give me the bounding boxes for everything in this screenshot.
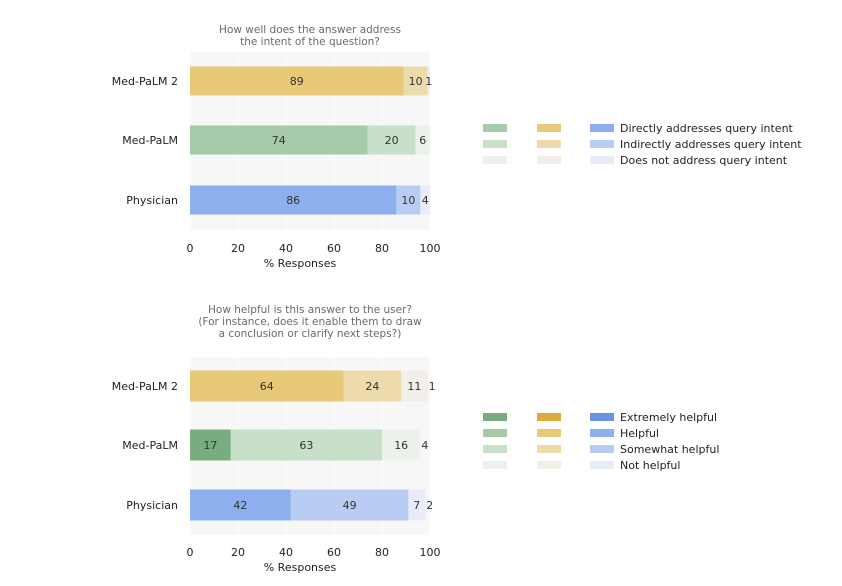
- chart-title-line: How helpful is this answer to the user?: [208, 304, 412, 316]
- legend-label-indirectly-addresses-query-intent: Indirectly addresses query intent: [620, 138, 802, 151]
- legend-swatch-directly-addresses-query-intent-1: [537, 124, 561, 132]
- legend-swatch-helpful-2: [590, 429, 614, 437]
- bar-med-palm-not-helpful: [382, 429, 421, 461]
- bar-physician-indirectly-addresses-query-intent: [396, 185, 421, 215]
- legend-swatch-indirectly-addresses-query-intent-0: [483, 140, 507, 148]
- x-tick-60: 60: [327, 242, 341, 255]
- bar-med-palm-indirectly-addresses-query-intent: [367, 125, 416, 155]
- legend-swatch-somewhat-helpful-1: [537, 445, 561, 453]
- data-label-med-palm-2-indirectly-addresses-query-intent: 10: [409, 75, 423, 88]
- x-tick-0: 0: [187, 242, 194, 255]
- data-label-med-palm-extra: 4: [421, 439, 428, 452]
- bar-med-palm-2-directly-addresses-query-intent: [190, 66, 404, 96]
- legend-label-not-helpful: Not helpful: [620, 459, 680, 472]
- data-label-med-palm-does-not-address-query-intent: 6: [419, 134, 426, 147]
- bar-physician-directly-addresses-query-intent: [190, 185, 397, 215]
- data-label-physician-indirectly-addresses-query-intent: 10: [401, 194, 415, 207]
- x-tick-20: 20: [231, 546, 245, 559]
- data-label-med-palm-2-somewhat-helpful: 24: [365, 380, 379, 393]
- legend-label-extremely-helpful: Extremely helpful: [620, 411, 717, 424]
- chart-title-line: the intent of the question?: [240, 36, 380, 48]
- legend-swatch-helpful-0: [483, 429, 507, 437]
- legend-2: Extremely helpful Helpful Somewhat helpful…: [483, 411, 719, 472]
- category-label-med-palm: Med-PaLM: [122, 134, 178, 147]
- legend-swatch-directly-addresses-query-intent-2: [590, 124, 614, 132]
- legend-swatch-somewhat-helpful-0: [483, 445, 507, 453]
- data-label-physician-does-not-address-query-intent: 4: [422, 194, 429, 207]
- legend-swatch-directly-addresses-query-intent-0: [483, 124, 507, 132]
- chart-panel-1: How well does the answer address the inte…: [112, 24, 802, 270]
- legend-1: Directly addresses query intent Indirectl…: [483, 122, 802, 167]
- data-label-med-palm-indirectly-addresses-query-intent: 20: [385, 134, 399, 147]
- data-label-med-palm-directly-addresses-query-intent: 74: [272, 134, 286, 147]
- data-label-med-palm-somewhat-helpful: 63: [299, 439, 313, 452]
- data-label-med-palm-2-does-not-address-query-intent: 1: [425, 75, 432, 88]
- bar-med-palm-does-not-address-query-intent: [415, 125, 430, 155]
- legend-swatch-does-not-address-query-intent-2: [590, 156, 614, 164]
- x-tick-40: 40: [279, 242, 293, 255]
- legend-swatch-extremely-helpful-1: [537, 413, 561, 421]
- legend-label-directly-addresses-query-intent: Directly addresses query intent: [620, 122, 794, 135]
- x-tick-80: 80: [375, 546, 389, 559]
- data-label-physician-extra: 2: [426, 499, 433, 512]
- bar-med-palm-2-somewhat-helpful: [343, 370, 402, 402]
- data-label-physician-somewhat-helpful: 49: [343, 499, 357, 512]
- chart-title: How helpful is this answer to the user?(…: [198, 304, 422, 340]
- category-label-med-palm: Med-PaLM: [122, 439, 178, 452]
- x-tick-80: 80: [375, 242, 389, 255]
- data-label-physician-helpful: 42: [233, 499, 247, 512]
- data-label-med-palm-2-helpful: 64: [260, 380, 274, 393]
- legend-swatch-extremely-helpful-0: [483, 413, 507, 421]
- bar-med-palm-2-indirectly-addresses-query-intent: [403, 66, 428, 96]
- bar-med-palm-2-helpful: [190, 370, 344, 402]
- bar-physician-helpful: [190, 489, 291, 521]
- x-tick-40: 40: [279, 546, 293, 559]
- x-tick-20: 20: [231, 242, 245, 255]
- chart-title: How well does the answer address the inte…: [219, 24, 401, 48]
- category-label-physician: Physician: [126, 194, 178, 207]
- data-label-med-palm-extremely-helpful: 17: [203, 439, 217, 452]
- legend-swatch-not-helpful-2: [590, 461, 614, 469]
- category-label-med-palm-2: Med-PaLM 2: [112, 75, 178, 88]
- legend-swatch-indirectly-addresses-query-intent-1: [537, 140, 561, 148]
- legend-swatch-does-not-address-query-intent-1: [537, 156, 561, 164]
- legend-label-somewhat-helpful: Somewhat helpful: [620, 443, 719, 456]
- legend-swatch-extremely-helpful-2: [590, 413, 614, 421]
- bar-med-palm-somewhat-helpful: [230, 429, 382, 461]
- bar-med-palm-extremely-helpful: [190, 429, 231, 461]
- x-tick-60: 60: [327, 546, 341, 559]
- legend-swatch-not-helpful-0: [483, 461, 507, 469]
- bar-med-palm-directly-addresses-query-intent: [190, 125, 368, 155]
- data-label-med-palm-not-helpful: 16: [394, 439, 408, 452]
- data-label-med-palm-2-not-helpful: 11: [407, 380, 421, 393]
- chart-title-line: (For instance, does it enable them to dr…: [198, 316, 422, 328]
- category-label-med-palm-2: Med-PaLM 2: [112, 380, 178, 393]
- chart-panel-2: How helpful is this answer to the user?(…: [112, 304, 720, 574]
- x-tick-100: 100: [420, 242, 441, 255]
- data-label-physician-not-helpful: 7: [413, 499, 420, 512]
- data-label-med-palm-2-extra: 1: [429, 380, 436, 393]
- legend-swatch-helpful-1: [537, 429, 561, 437]
- x-axis-label: % Responses: [264, 257, 337, 270]
- bar-physician-does-not-address-query-intent: [420, 185, 430, 215]
- legend-swatch-indirectly-addresses-query-intent-2: [590, 140, 614, 148]
- x-tick-100: 100: [420, 546, 441, 559]
- legend-swatch-does-not-address-query-intent-0: [483, 156, 507, 164]
- legend-label-helpful: Helpful: [620, 427, 659, 440]
- chart-title-line: How well does the answer address: [219, 24, 401, 36]
- x-tick-0: 0: [187, 546, 194, 559]
- bar-med-palm-2-not-helpful: [401, 370, 428, 402]
- legend-swatch-somewhat-helpful-2: [590, 445, 614, 453]
- bar-physician-not-helpful: [408, 489, 426, 521]
- legend-swatch-not-helpful-1: [537, 461, 561, 469]
- data-label-physician-directly-addresses-query-intent: 86: [286, 194, 300, 207]
- x-axis-label: % Responses: [264, 561, 337, 574]
- bar-physician-somewhat-helpful: [290, 489, 409, 521]
- category-label-physician: Physician: [126, 499, 178, 512]
- chart-title-line: a conclusion or clarify next steps?): [219, 328, 402, 340]
- data-label-med-palm-2-directly-addresses-query-intent: 89: [290, 75, 304, 88]
- legend-label-does-not-address-query-intent: Does not address query intent: [620, 154, 788, 167]
- bar-med-palm-2-does-not-address-query-intent: [427, 66, 430, 96]
